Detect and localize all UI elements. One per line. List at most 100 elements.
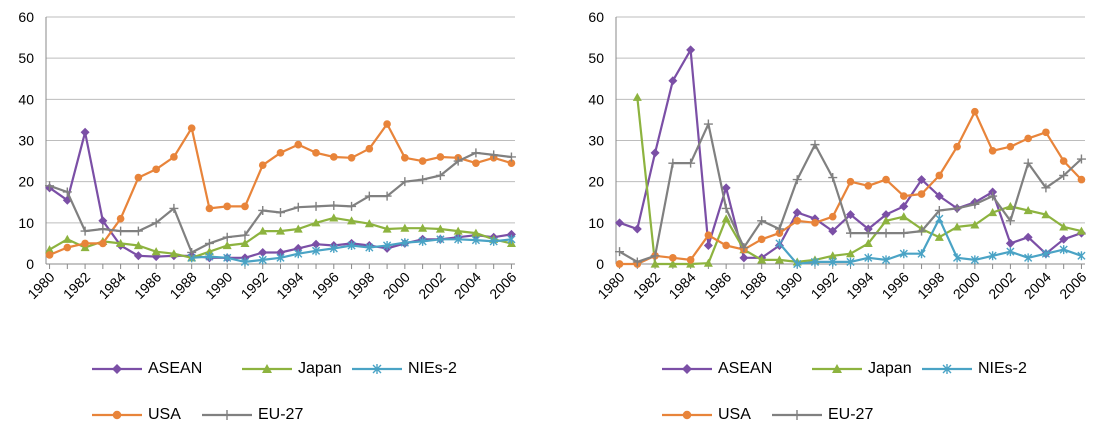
data-point-eu-27 — [615, 247, 625, 257]
legend-label: NIEs-2 — [408, 360, 457, 377]
data-point-eu-27 — [80, 226, 90, 236]
data-point-nies-2 — [1059, 245, 1068, 255]
series-line-japan — [636, 97, 1082, 266]
legend-marker — [112, 410, 122, 420]
data-point-eu-27 — [988, 191, 998, 201]
data-point-usa — [615, 260, 624, 268]
legend-swatch — [772, 410, 822, 420]
data-point-eu-27 — [863, 228, 873, 238]
data-point-usa — [971, 107, 979, 116]
y-tick-label: 60 — [588, 9, 604, 25]
data-point-usa — [401, 153, 409, 162]
x-tick-label: 2006 — [1056, 269, 1089, 302]
x-tick-label: 1998 — [914, 269, 947, 302]
data-point-usa — [383, 120, 391, 128]
data-point-eu-27 — [293, 202, 303, 212]
data-point-eu-27 — [632, 257, 642, 267]
series-line-usa — [49, 122, 512, 256]
series-eu-27 — [45, 148, 516, 257]
legend-marker — [222, 410, 232, 420]
data-point-nies-2 — [258, 255, 267, 265]
data-point-usa — [205, 204, 214, 213]
series-line-nies-2 — [778, 217, 1082, 266]
legend-item-japan: Japan — [240, 358, 342, 380]
legend-label: ASEAN — [148, 360, 203, 377]
x-tick-label: 1984 — [95, 269, 128, 302]
data-point-usa — [935, 171, 944, 180]
data-point-usa — [1024, 134, 1032, 143]
legend-item-asean: ASEAN — [90, 358, 202, 380]
data-point-japan — [846, 249, 855, 258]
x-tick-label: 1986 — [131, 269, 164, 302]
series-japan — [632, 92, 1086, 268]
data-point-asean — [615, 218, 625, 228]
legend-item-eu-27: EU-27 — [200, 404, 303, 426]
data-point-usa — [1059, 157, 1068, 165]
x-tick-label: 2000 — [950, 269, 983, 302]
data-point-nies-2 — [1006, 247, 1015, 257]
data-point-nies-2 — [970, 255, 979, 265]
data-point-japan — [222, 240, 232, 250]
data-point-usa — [81, 239, 89, 248]
data-point-nies-2 — [329, 243, 338, 253]
legend-label: USA — [718, 406, 751, 423]
data-point-usa — [1042, 128, 1050, 137]
data-point-nies-2 — [864, 253, 873, 263]
data-point-nies-2 — [988, 251, 997, 261]
data-point-eu-27 — [934, 205, 944, 215]
data-point-nies-2 — [418, 236, 427, 246]
data-point-eu-27 — [98, 224, 108, 234]
x-tick-label: 1980 — [594, 269, 627, 302]
y-tick-label: 0 — [596, 256, 604, 272]
data-point-asean — [632, 224, 642, 234]
data-point-nies-2 — [471, 235, 481, 245]
x-tick-label: 1984 — [665, 269, 698, 302]
data-point-japan — [774, 255, 784, 264]
data-point-usa — [418, 157, 427, 165]
data-point-usa — [170, 153, 178, 161]
legend-item-usa: USA — [660, 404, 751, 426]
data-point-nies-2 — [276, 253, 285, 263]
data-point-eu-27 — [151, 218, 161, 228]
legend-label: USA — [148, 406, 181, 423]
data-point-japan — [133, 240, 143, 250]
data-point-eu-27 — [453, 156, 463, 166]
data-point-eu-27 — [116, 226, 126, 236]
data-point-japan — [1041, 210, 1051, 219]
data-point-eu-27 — [792, 175, 802, 185]
data-point-asean — [258, 247, 268, 257]
data-point-asean — [739, 253, 749, 263]
data-point-eu-27 — [506, 152, 516, 162]
data-point-nies-2 — [240, 257, 250, 267]
legend-item-nies-2: NIEs-2 — [920, 358, 1027, 380]
data-point-eu-27 — [952, 203, 962, 213]
data-point-asean — [686, 45, 696, 55]
series-usa — [615, 107, 1086, 268]
data-point-japan — [293, 224, 303, 233]
data-point-eu-27 — [1059, 170, 1069, 180]
data-point-japan — [881, 216, 891, 225]
data-point-eu-27 — [686, 158, 696, 168]
data-point-usa — [953, 142, 961, 151]
data-point-japan — [471, 228, 481, 237]
data-point-asean — [133, 251, 143, 261]
legend-swatch — [242, 364, 292, 373]
legend-marker — [682, 364, 692, 374]
legend-label: EU-27 — [828, 406, 874, 423]
data-point-japan — [169, 249, 179, 258]
legend-marker — [832, 364, 842, 373]
data-point-eu-27 — [187, 247, 197, 257]
data-point-eu-27 — [222, 232, 232, 242]
x-tick-label: 1992 — [238, 269, 271, 302]
x-tick-label: 1986 — [701, 269, 734, 302]
data-point-asean — [881, 210, 891, 220]
y-tick-label: 0 — [26, 256, 34, 272]
data-point-nies-2 — [1041, 249, 1051, 259]
data-point-japan — [276, 226, 285, 235]
data-point-asean — [1023, 232, 1033, 242]
data-point-japan — [632, 92, 642, 101]
data-point-eu-27 — [400, 177, 410, 187]
x-tick-label: 1980 — [24, 269, 57, 302]
data-point-japan — [863, 238, 873, 248]
